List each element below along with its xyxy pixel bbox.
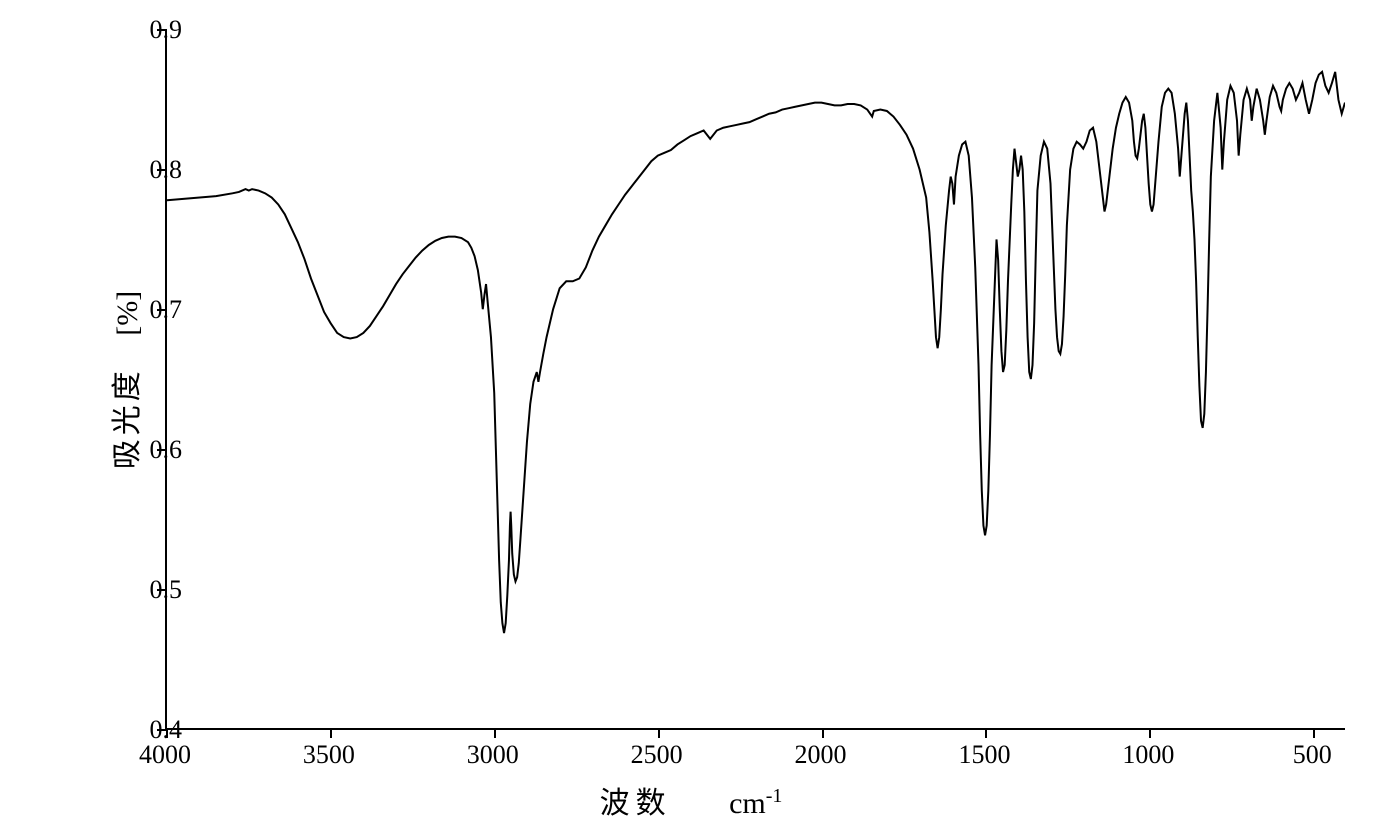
x-tick [330, 728, 332, 738]
x-axis-label-text: 波数 [600, 787, 672, 820]
x-tick-label: 1000 [1122, 740, 1174, 770]
x-tick [494, 728, 496, 738]
y-axis-label-text: 吸光度 [111, 367, 144, 469]
x-tick-label: 3500 [303, 740, 355, 770]
x-tick [658, 728, 660, 738]
x-tick-label: 2000 [795, 740, 847, 770]
x-tick [985, 728, 987, 738]
ir-spectrum-chart: 吸光度 [%] 波数 cm-1 0.40.50.60.70.80.9400035… [0, 0, 1382, 820]
y-tick-label: 0.8 [150, 155, 183, 185]
plot-area [165, 30, 1345, 730]
x-axis-unit: cm-1 [729, 787, 782, 820]
x-tick [1313, 728, 1315, 738]
y-axis-label: 吸光度 [%] [102, 291, 146, 469]
y-axis-unit: [%] [111, 291, 144, 336]
y-tick-label: 0.9 [150, 15, 183, 45]
x-tick [822, 728, 824, 738]
x-tick-label: 500 [1293, 740, 1332, 770]
spectrum-line [167, 30, 1345, 728]
x-tick-label: 1500 [958, 740, 1010, 770]
x-tick-label: 3000 [467, 740, 519, 770]
x-tick [1149, 728, 1151, 738]
y-tick-label: 0.6 [150, 435, 183, 465]
y-tick-label: 0.7 [150, 295, 183, 325]
x-axis-label: 波数 cm-1 [600, 778, 783, 822]
x-tick-label: 2500 [631, 740, 683, 770]
x-tick-label: 4000 [139, 740, 191, 770]
y-tick-label: 0.5 [150, 575, 183, 605]
